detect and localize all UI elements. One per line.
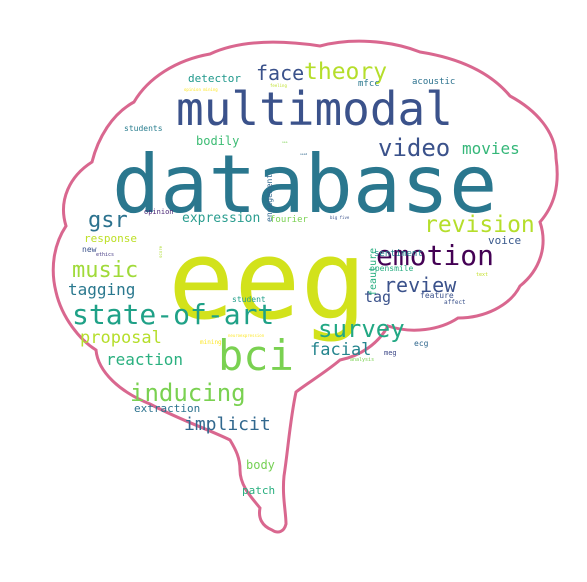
word-sentiment: sentiment bbox=[374, 249, 423, 259]
word-state-of-art: state-of-art bbox=[72, 298, 274, 331]
word-neuroexpression: neuroexpression bbox=[228, 333, 265, 338]
word-facial: facial bbox=[310, 340, 371, 360]
word-proposal: proposal bbox=[80, 328, 162, 348]
word-movies: movies bbox=[462, 139, 520, 158]
word-tag: tag bbox=[364, 288, 391, 306]
word-video: video bbox=[378, 134, 450, 162]
word-feeling: feeling bbox=[270, 83, 287, 88]
word-engagement: engagement bbox=[265, 174, 274, 222]
word-implicit: implicit bbox=[184, 414, 271, 435]
word-acoustic: acoustic bbox=[412, 77, 455, 87]
word-mining: mining bbox=[200, 339, 222, 346]
word-detector: detector bbox=[188, 72, 241, 85]
word-ethics: ethics bbox=[96, 252, 114, 258]
word-tagging: tagging bbox=[68, 280, 135, 299]
word-opinion: opinion bbox=[144, 208, 174, 216]
word-students: students bbox=[124, 124, 163, 133]
word-inducing: inducing bbox=[130, 379, 246, 407]
word-analysis: analysis bbox=[350, 357, 374, 363]
word-feauture: feauture bbox=[368, 248, 379, 296]
word-face: face bbox=[256, 61, 304, 85]
word-database: database bbox=[112, 138, 497, 231]
word-affect: affect bbox=[444, 299, 466, 306]
word-reaction: reaction bbox=[106, 350, 183, 369]
word-patch: patch bbox=[242, 484, 275, 497]
word-big-five: big five bbox=[330, 215, 350, 220]
word-survey: survey bbox=[318, 315, 405, 343]
word-opinion-mining: opinion mining bbox=[184, 87, 218, 92]
word-ssa2: ssa2 bbox=[300, 152, 307, 156]
word-multimodal: multimodal bbox=[176, 82, 453, 136]
word-ecg: ecg bbox=[414, 339, 429, 348]
word-bodily: bodily bbox=[196, 134, 239, 148]
word-body: body bbox=[246, 458, 275, 472]
word-bci: bci bbox=[218, 331, 294, 380]
word-text: text bbox=[476, 272, 488, 278]
word-extraction: extraction bbox=[134, 402, 200, 415]
word-mfcc: mfcc bbox=[358, 79, 380, 89]
word-music: music bbox=[72, 258, 138, 283]
word-score: score bbox=[158, 245, 163, 258]
brain-outline bbox=[51, 39, 559, 534]
word-opensmile: opensmile bbox=[370, 264, 414, 273]
word-meg: meg bbox=[384, 349, 397, 357]
word-expression: expression bbox=[182, 211, 260, 226]
word-voice: voice bbox=[488, 234, 521, 247]
word-student: student bbox=[232, 295, 266, 304]
word-feature: feature bbox=[420, 291, 454, 300]
word-emotion: emotion bbox=[376, 239, 494, 272]
word-response: response bbox=[84, 232, 137, 245]
word-fourier: fourier bbox=[270, 215, 309, 225]
word-eeg: eeg bbox=[168, 216, 367, 344]
word-gsr: gsr bbox=[88, 208, 128, 233]
word-ssa: ssa bbox=[282, 140, 288, 144]
word-review: review bbox=[384, 273, 457, 297]
word-theory: theory bbox=[304, 59, 387, 85]
word-revision: revision bbox=[424, 212, 535, 238]
word-new: new bbox=[82, 245, 97, 254]
